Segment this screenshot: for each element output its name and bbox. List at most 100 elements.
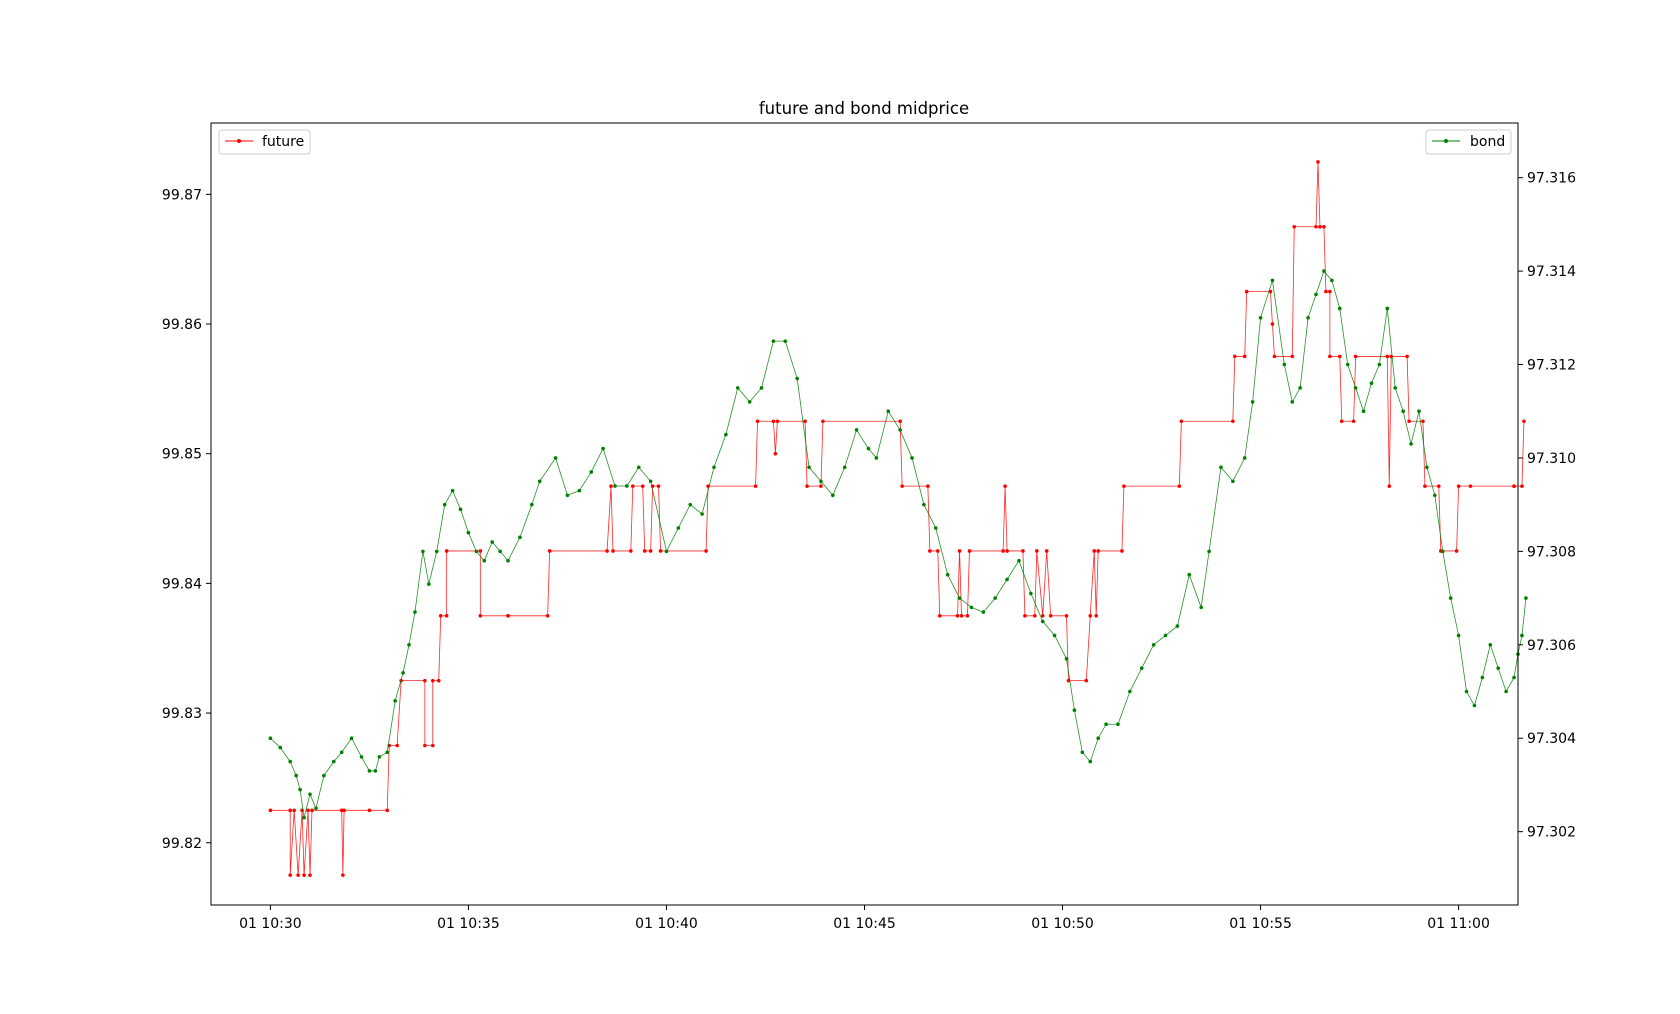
future-point	[1421, 419, 1425, 424]
future-point	[1436, 484, 1441, 488]
bond-point	[288, 759, 293, 764]
bond-point	[302, 815, 306, 820]
bond-point	[945, 572, 950, 577]
bond-point	[636, 465, 641, 470]
bond-point	[1337, 306, 1342, 311]
future-point	[805, 484, 809, 488]
bond-point	[981, 610, 986, 614]
future-point	[1021, 549, 1025, 553]
future-point	[1122, 484, 1126, 488]
bond-point	[866, 446, 871, 451]
future-point	[385, 808, 390, 813]
future-point	[1034, 549, 1039, 553]
future-point	[423, 743, 427, 748]
bond-point	[385, 750, 390, 755]
future-point	[1001, 549, 1005, 553]
bond-point	[1175, 624, 1180, 628]
y-left-tick-label: 99.82	[162, 836, 202, 852]
future-point	[648, 549, 653, 553]
bond-point	[1425, 465, 1429, 470]
bond-point	[724, 432, 728, 437]
bond-point	[625, 484, 629, 488]
future-point	[1318, 224, 1322, 229]
future-point	[611, 549, 615, 553]
axes-frame	[210, 122, 1519, 906]
chart-title: future and bond midprice	[759, 99, 969, 118]
bond-point	[1005, 577, 1009, 582]
bond-point	[506, 558, 510, 563]
bond-point	[922, 502, 926, 507]
series-future	[268, 160, 1526, 877]
future-point	[1092, 549, 1097, 553]
bond-point	[1052, 633, 1057, 638]
bond-point	[498, 549, 502, 554]
legend-bond-label: bond	[1470, 134, 1505, 150]
future-point	[306, 808, 310, 813]
bond-point	[1116, 722, 1120, 727]
future-point	[310, 808, 314, 813]
future-point	[1316, 160, 1320, 164]
bond-point	[1139, 666, 1144, 670]
y-left-tick-label: 99.83	[162, 706, 202, 722]
bond-point	[450, 488, 455, 493]
bond-point	[648, 479, 653, 484]
y-right-tick-label: 97.312	[1527, 358, 1576, 374]
bond-point	[1163, 633, 1168, 638]
bond-point	[957, 596, 962, 600]
y-axis-right: 97.302 97.304 97.306 97.308 97.310 97.312 97.3…	[1518, 171, 1576, 841]
future-point	[967, 549, 972, 553]
bond-point	[1524, 596, 1528, 600]
bond-point	[1029, 591, 1033, 596]
future-point	[1033, 614, 1037, 618]
bond-point	[359, 755, 364, 759]
bond-point	[1377, 362, 1382, 367]
future-point	[1353, 354, 1358, 359]
x-tick-label: 01 10:50	[1031, 916, 1094, 932]
bond-point	[1314, 292, 1318, 297]
legend-future-label: future	[262, 134, 304, 150]
bond-point	[1199, 605, 1203, 610]
y-axis-left: 99.82 99.83 99.84 99.85 99.86 99.87	[162, 187, 211, 852]
legend-bond-box	[1425, 129, 1512, 155]
future-point	[753, 484, 758, 488]
future-point	[1003, 484, 1007, 488]
future-point	[1328, 354, 1332, 359]
legend-bond-marker	[1444, 139, 1448, 143]
future-point	[444, 549, 449, 553]
y-left-tick-label: 99.84	[162, 576, 202, 592]
future-point	[436, 678, 441, 683]
future-point	[1044, 549, 1049, 553]
future-point	[1048, 614, 1053, 618]
bond-point	[577, 488, 582, 493]
bond-point	[969, 605, 974, 610]
future-point	[1324, 289, 1328, 294]
bond-point	[482, 558, 487, 563]
future-point	[775, 419, 780, 424]
y-left-tick-label: 99.87	[162, 187, 202, 203]
future-point	[444, 614, 449, 618]
plot-area	[268, 160, 1528, 877]
future-point	[1270, 322, 1275, 326]
bond-point	[268, 736, 273, 741]
bond-point	[565, 493, 570, 498]
future-point	[900, 484, 904, 488]
bond-point	[1017, 558, 1021, 563]
bond-point	[1353, 386, 1358, 390]
x-tick-label: 01 10:35	[437, 916, 500, 932]
bond-point	[401, 671, 405, 675]
y-right-tick-label: 97.310	[1527, 451, 1576, 467]
bond-point	[1496, 666, 1500, 670]
y-right-tick-label: 97.302	[1527, 825, 1576, 841]
bond-point	[819, 479, 823, 484]
future-point	[1385, 354, 1390, 359]
future-point	[423, 678, 427, 683]
future-point	[1454, 549, 1459, 553]
bond-point	[1128, 689, 1132, 694]
future-point	[308, 873, 312, 877]
bond-point	[1488, 643, 1493, 647]
bond-point	[700, 512, 704, 516]
future-point	[1292, 224, 1297, 229]
y-left-tick-label: 99.85	[162, 447, 202, 463]
bond-point	[735, 386, 740, 390]
bond-point	[1512, 675, 1516, 680]
